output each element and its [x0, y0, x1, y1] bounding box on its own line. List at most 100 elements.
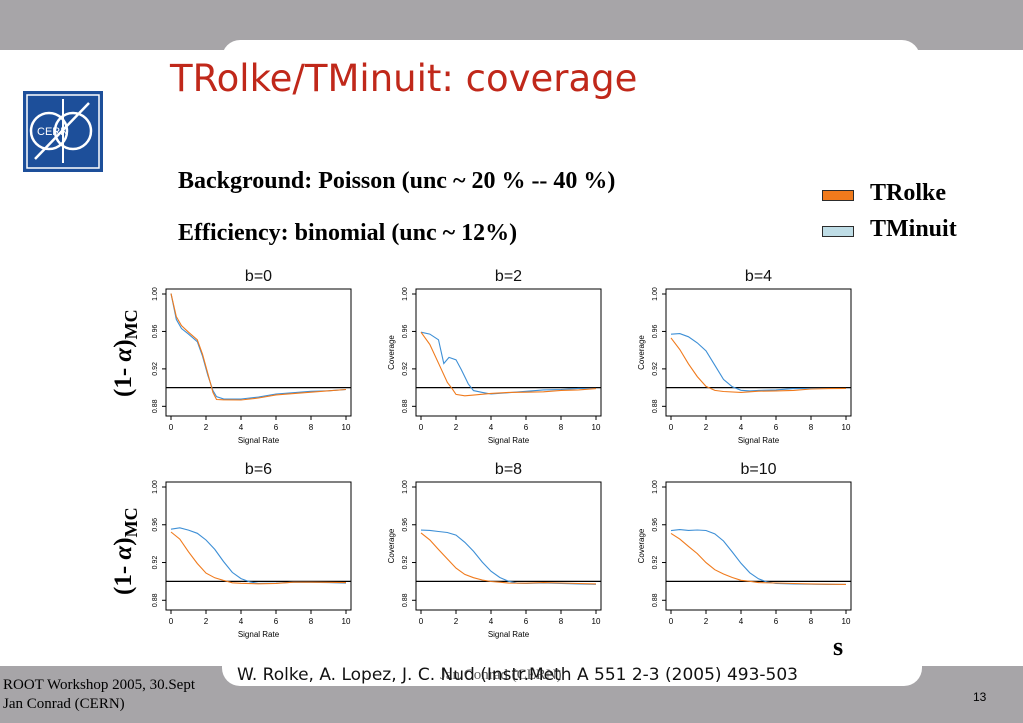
y-tick-label: 0.92 — [152, 556, 159, 570]
x-tick-label: 6 — [274, 423, 279, 432]
y-axis-label: Coverage — [387, 528, 396, 563]
y-tick-label: 0.92 — [652, 556, 659, 570]
x-tick-label: 2 — [454, 617, 459, 626]
plot-frame — [165, 288, 352, 417]
y-tick-label: 0.92 — [402, 362, 409, 376]
x-tick-label: 8 — [309, 617, 314, 626]
series-line-trolke — [670, 337, 847, 393]
y-tick-label: 1.00 — [652, 287, 659, 301]
x-tick-label: 0 — [169, 423, 174, 432]
x-tick-label: 6 — [274, 617, 279, 626]
plot-frame — [665, 288, 852, 417]
efficiency-info: Efficiency: binomial (unc ~ 12%) — [178, 220, 518, 246]
x-axis-label: Signal Rate — [488, 436, 530, 445]
y-tick-label: 0.88 — [152, 593, 159, 607]
y-tick-label: 1.00 — [152, 287, 159, 301]
x-tick-label: 10 — [592, 423, 601, 432]
bottom-plate — [222, 655, 922, 686]
series-line-trolke — [170, 293, 347, 401]
panel-title: b=4 — [745, 268, 772, 285]
signal-axis-label: s — [833, 632, 844, 661]
y-tick-label: 0.88 — [402, 399, 409, 413]
x-tick-label: 6 — [774, 617, 779, 626]
x-tick-label: 8 — [559, 617, 564, 626]
series-line-tminuit — [670, 333, 847, 392]
panel-title: b=2 — [495, 268, 522, 285]
x-tick-label: 10 — [842, 617, 851, 626]
x-tick-label: 2 — [204, 617, 209, 626]
cern-logo: CERN — [23, 91, 103, 172]
x-tick-label: 2 — [704, 423, 709, 432]
series-line-trolke — [170, 531, 347, 585]
y-tick-label: 1.00 — [152, 480, 159, 494]
x-tick-label: 8 — [809, 423, 814, 432]
x-tick-label: 6 — [524, 617, 529, 626]
x-tick-label: 10 — [842, 423, 851, 432]
y-axis-label: Coverage — [637, 335, 646, 370]
x-tick-label: 4 — [739, 617, 744, 626]
x-tick-label: 8 — [559, 423, 564, 432]
x-tick-label: 8 — [809, 617, 814, 626]
reference-citation: W. Rolke, A. Lopez, J. C. Nud (Instr.Met… — [237, 665, 798, 685]
x-axis-label: Signal Rate — [488, 630, 530, 639]
x-tick-label: 4 — [489, 617, 494, 626]
y-tick-label: 1.00 — [402, 287, 409, 301]
x-tick-label: 4 — [239, 617, 244, 626]
footer-workshop: ROOT Workshop 2005, 30.Sept — [3, 677, 195, 693]
y-tick-label: 0.96 — [152, 325, 159, 339]
x-tick-label: 0 — [669, 617, 674, 626]
series-line-trolke — [670, 532, 847, 585]
series-line-tminuit — [170, 293, 347, 400]
y-tick-label: 0.88 — [652, 399, 659, 413]
y-tick-label: 0.96 — [152, 518, 159, 532]
x-tick-label: 4 — [239, 423, 244, 432]
plot-frame — [165, 481, 352, 611]
y-tick-label: 1.00 — [652, 480, 659, 494]
y-tick-label: 0.96 — [652, 325, 659, 339]
background-info: Background: Poisson (unc ~ 20 % -- 40 %) — [178, 168, 616, 194]
y-tick-label: 0.96 — [402, 325, 409, 339]
panel-title: b=8 — [495, 461, 522, 478]
footer-author: Jan Conrad (CERN) — [3, 696, 125, 712]
panel-title: b=6 — [245, 461, 272, 478]
panel-title: b=0 — [245, 268, 272, 285]
y-axis-label: Coverage — [637, 528, 646, 563]
y-tick-label: 0.88 — [652, 593, 659, 607]
reference-overlap-text: Jan Conrad (CERN) — [440, 667, 562, 683]
x-tick-label: 2 — [704, 617, 709, 626]
y-tick-label: 0.88 — [402, 593, 409, 607]
x-tick-label: 6 — [774, 423, 779, 432]
series-line-trolke — [420, 331, 597, 397]
x-tick-label: 10 — [342, 423, 351, 432]
legend-swatch-trolke — [822, 190, 854, 201]
panel-title: b=10 — [740, 461, 776, 478]
x-axis-label: Signal Rate — [738, 436, 780, 445]
x-tick-label: 0 — [669, 423, 674, 432]
cern-logo-text: CERN — [37, 126, 68, 138]
plot-frame — [415, 288, 602, 417]
y-tick-label: 0.96 — [652, 518, 659, 532]
cern-logo-graphic: CERN — [23, 91, 103, 172]
x-axis-label: Signal Rate — [238, 630, 280, 639]
y-tick-label: 0.92 — [652, 362, 659, 376]
y-axis-label: Coverage — [387, 335, 396, 370]
x-tick-label: 6 — [524, 423, 529, 432]
x-tick-label: 2 — [204, 423, 209, 432]
x-tick-label: 0 — [419, 617, 424, 626]
x-tick-label: 2 — [454, 423, 459, 432]
legend-label-trolke: TRolke — [870, 180, 947, 206]
y-tick-label: 1.00 — [402, 480, 409, 494]
x-axis-label: Signal Rate — [238, 436, 280, 445]
page-number: 13 — [973, 690, 987, 704]
series-line-trolke — [420, 532, 597, 585]
x-tick-label: 0 — [169, 617, 174, 626]
legend-label-tminuit: TMinuit — [870, 216, 957, 242]
plot-frame — [415, 481, 602, 611]
x-tick-label: 10 — [592, 617, 601, 626]
y-tick-label: 0.92 — [152, 362, 159, 376]
y-tick-label: 0.92 — [402, 556, 409, 570]
x-tick-label: 10 — [342, 617, 351, 626]
slide-title: TRolke/TMinuit: coverage — [170, 57, 638, 100]
x-tick-label: 8 — [309, 423, 314, 432]
